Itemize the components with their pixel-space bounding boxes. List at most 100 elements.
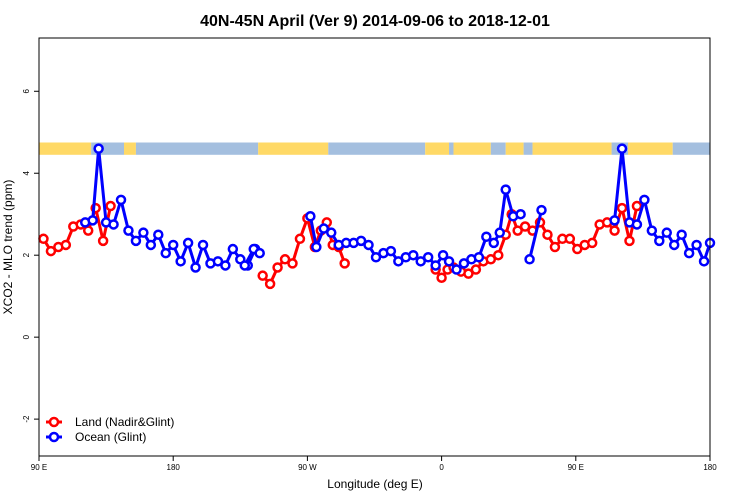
band-segment-ocean: [135, 142, 259, 155]
plot-area: [38, 37, 716, 457]
series-ocean-point: [138, 227, 149, 238]
legend-land-label: Land (Nadir&Glint): [75, 415, 174, 429]
y-tick-label: -2: [22, 415, 31, 423]
series-ocean-point: [123, 225, 134, 236]
legend-ocean-marker: [48, 431, 60, 443]
series-ocean-point: [326, 227, 337, 238]
series-ocean-point: [167, 239, 179, 251]
series-ocean: [79, 143, 716, 275]
series-ocean-point: [515, 208, 526, 220]
y-tick-label: 2: [22, 252, 31, 257]
legend: Land (Nadir&Glint) Ocean (Glint): [46, 415, 174, 444]
series-ocean-point: [536, 204, 547, 216]
y-axis: -2 0 2 4 6: [22, 89, 39, 423]
series-land-point: [609, 225, 620, 236]
band-segment-ocean: [523, 142, 533, 155]
band-segment-land: [505, 142, 524, 155]
series-land-point: [463, 268, 474, 279]
x-tick-label: 180: [703, 463, 717, 472]
legend-ocean-label: Ocean (Glint): [75, 430, 146, 444]
series-ocean-point: [190, 262, 201, 273]
band-segment-land: [258, 142, 329, 155]
series-ocean-point: [305, 211, 316, 222]
series-ocean-point: [616, 143, 628, 154]
band-segment-ocean: [490, 142, 506, 155]
series-land-point: [257, 270, 268, 281]
x-axis-label: Longitude (deg E): [327, 477, 422, 491]
x-tick-label: 180: [167, 463, 181, 472]
band-segment-land: [627, 142, 673, 155]
series-ocean-line: [528, 209, 543, 260]
series-land-point: [542, 229, 553, 240]
series-land-point: [616, 202, 628, 214]
series-land-point: [45, 245, 57, 257]
series-ocean-point: [318, 223, 330, 234]
series-ocean-point: [145, 239, 157, 251]
series-ocean-point: [197, 239, 209, 251]
series-ocean-point: [473, 251, 485, 263]
x-tick-label: 90 W: [298, 463, 317, 472]
y-tick-label: 0: [22, 334, 31, 339]
series-ocean-point: [458, 258, 470, 269]
series-ocean-point: [488, 237, 500, 249]
chart-title: 40N-45N April (Ver 9) 2014-09-06 to 2018…: [200, 13, 550, 30]
series-ocean-point: [443, 256, 455, 267]
series-ocean-point: [683, 247, 695, 259]
series-ocean-point: [160, 247, 171, 259]
series-ocean-point: [668, 239, 680, 251]
series-land-point: [572, 243, 583, 255]
series-land-point: [485, 254, 497, 265]
band-segment-land: [425, 142, 450, 155]
series-ocean-point: [646, 225, 658, 236]
x-tick-label: 90 E: [31, 463, 47, 472]
series-ocean-point: [415, 256, 426, 267]
series-ocean-point: [639, 194, 650, 206]
band-segment-ocean: [672, 142, 710, 155]
series-ocean-point: [661, 227, 673, 238]
band-segment-land: [453, 142, 491, 155]
x-tick-label: 0: [439, 463, 444, 472]
series-land-point: [624, 235, 635, 247]
legend-item-ocean: Ocean (Glint): [46, 430, 146, 444]
series-ocean-point: [676, 229, 687, 240]
series-ocean-point: [500, 184, 511, 195]
series-ocean-point: [311, 241, 322, 253]
series-land-point: [264, 278, 276, 290]
series-ocean-point: [408, 249, 419, 261]
series-ocean-point: [355, 235, 367, 247]
series-ocean-point: [87, 215, 98, 226]
series-layer: [38, 143, 716, 290]
series-ocean-point: [370, 251, 382, 263]
series-ocean-point: [494, 227, 506, 238]
series-land-point: [97, 235, 109, 247]
series-land-point: [105, 200, 116, 212]
series-ocean-point: [227, 243, 239, 255]
series-land-point: [564, 233, 576, 245]
series-land-point: [339, 258, 350, 269]
x-axis: 90 E 180 90 W 0 90 E 180: [31, 456, 717, 472]
series-ocean-point: [130, 235, 142, 247]
band-segment-ocean: [449, 142, 454, 155]
series-ocean-point: [93, 143, 104, 154]
series-ocean-point: [239, 260, 251, 271]
band-segment-land: [532, 142, 612, 155]
series-land-point: [287, 258, 298, 269]
series-land-point: [82, 225, 94, 236]
series-ocean-point: [182, 237, 194, 249]
y-tick-label: 4: [22, 170, 31, 175]
series-ocean-point: [393, 256, 404, 267]
series-ocean-point: [631, 219, 643, 230]
series-land-point: [586, 237, 598, 249]
series-land-point: [279, 254, 291, 265]
series-land-point: [631, 200, 643, 212]
series-land-point: [519, 221, 531, 232]
series-land-point: [38, 233, 49, 245]
series-land-point: [549, 241, 561, 253]
series-ocean-point: [698, 256, 710, 267]
series-ocean-point: [108, 219, 119, 230]
series-land-point: [272, 262, 283, 273]
series-ocean-point: [175, 256, 186, 267]
series-land-point: [470, 264, 482, 275]
